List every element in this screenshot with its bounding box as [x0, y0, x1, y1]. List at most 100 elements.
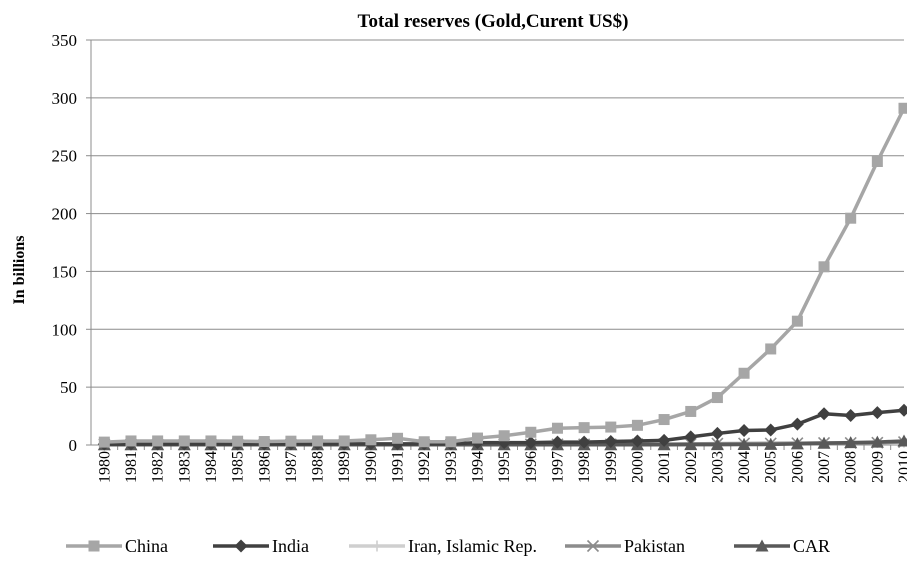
- x-tick-label: 1989: [336, 451, 353, 483]
- y-tick-labels: 0 50 100 150 200 250 300 350: [52, 31, 78, 455]
- data-point-india: [684, 430, 698, 444]
- data-point-car: [870, 435, 884, 448]
- series-layer: [97, 102, 907, 451]
- y-tick-label: 0: [69, 436, 78, 455]
- legend-marker-china: [88, 540, 100, 552]
- data-point-china: [232, 435, 244, 447]
- data-point-china: [152, 435, 164, 447]
- data-point-india: [550, 435, 564, 449]
- data-point-india: [870, 406, 884, 420]
- data-point-china: [178, 435, 190, 447]
- x-tick-label: 1985: [230, 451, 247, 483]
- x-tick-label: 2008: [843, 451, 860, 483]
- data-point-china: [578, 422, 590, 434]
- x-tick-label: 1996: [523, 451, 540, 483]
- data-point-china: [871, 156, 883, 167]
- x-tick-label: 1986: [256, 451, 273, 483]
- data-point-china: [205, 435, 217, 447]
- y-tick-label: 300: [52, 89, 78, 108]
- series-line-china: [104, 107, 906, 444]
- legend-marker-car: [755, 539, 769, 552]
- x-tick-labels: 1980 1981 1982 1983 1984 1985 1986 1987 1988 1989…: [96, 451, 907, 483]
- data-point-china: [631, 419, 643, 431]
- y-tick-label: 100: [52, 320, 78, 339]
- data-point-car: [844, 436, 858, 449]
- data-point-india: [577, 435, 591, 449]
- legend-marker-iran-islamic-rep: [371, 540, 383, 552]
- legend-item-iran-islamic-rep: Iran, Islamic Rep.: [349, 536, 537, 556]
- data-point-china: [818, 261, 830, 273]
- x-tick-label: 2002: [683, 451, 700, 483]
- series-china: [98, 102, 907, 448]
- data-point-india: [657, 433, 671, 447]
- x-tick-label: 1984: [203, 451, 220, 483]
- x-tick-label: 1999: [603, 451, 620, 483]
- x-tick-label: 1982: [150, 451, 167, 483]
- x-tick-label: 2001: [656, 451, 673, 483]
- x-tick-label: 1994: [470, 451, 487, 483]
- x-tick-label: 1988: [310, 451, 327, 483]
- data-point-india: [844, 408, 858, 422]
- data-point-china: [765, 343, 777, 355]
- x-tick-label: 1998: [576, 451, 593, 483]
- data-point-china: [738, 367, 750, 379]
- data-point-india: [710, 426, 724, 440]
- y-tick-label: 350: [52, 31, 78, 50]
- data-point-car: [710, 438, 724, 451]
- data-point-car: [897, 434, 907, 447]
- data-point-china: [125, 435, 137, 447]
- data-point-china: [525, 426, 537, 438]
- data-point-china: [472, 432, 484, 444]
- data-point-car: [684, 438, 698, 451]
- x-tick-label: 2007: [816, 451, 833, 483]
- y-axis-label: In billions: [11, 236, 28, 305]
- legend-marker-pakistan: [586, 539, 600, 553]
- x-tick-label: 2003: [709, 451, 726, 483]
- x-tick-label: 2006: [789, 451, 806, 483]
- grid-lines: [91, 39, 904, 446]
- data-point-china: [365, 434, 377, 446]
- data-point-india: [764, 423, 778, 437]
- x-tick-label: 1991: [390, 451, 407, 483]
- legend-label-india: India: [272, 536, 309, 556]
- data-point-china: [711, 392, 723, 404]
- data-point-india: [817, 407, 831, 421]
- data-point-india: [897, 403, 907, 417]
- x-tick-label: 2005: [763, 451, 780, 483]
- data-point-china: [418, 436, 430, 448]
- data-point-china: [845, 212, 857, 224]
- data-point-car: [817, 436, 831, 449]
- x-tick-label: 2004: [736, 451, 753, 483]
- legend-item-car: CAR: [734, 536, 830, 556]
- x-tick-label: 2010: [896, 451, 907, 483]
- legend-label-pakistan: Pakistan: [624, 536, 685, 556]
- data-point-china: [658, 414, 670, 426]
- data-point-china: [685, 405, 697, 417]
- x-tick-label: 1993: [443, 451, 460, 483]
- legend-label-iran-islamic-rep: Iran, Islamic Rep.: [408, 536, 537, 556]
- data-point-india: [524, 436, 538, 450]
- legend-item-india: India: [213, 536, 309, 556]
- x-tick-label: 1990: [363, 451, 380, 483]
- data-point-china: [312, 435, 324, 447]
- data-point-car: [790, 437, 804, 450]
- y-tick-label: 150: [52, 262, 78, 281]
- data-point-india: [790, 417, 804, 431]
- data-point-india: [604, 435, 618, 449]
- legend-marker-india: [234, 539, 248, 553]
- data-point-china: [498, 430, 510, 442]
- data-point-china: [258, 436, 270, 448]
- data-point-china: [98, 436, 110, 448]
- axes: [86, 39, 904, 450]
- x-tick-label: 2009: [869, 451, 886, 483]
- data-point-car: [737, 438, 751, 451]
- legend-item-pakistan: Pakistan: [565, 536, 685, 556]
- data-point-china: [445, 436, 457, 448]
- y-tick-label: 250: [52, 147, 78, 166]
- legend-label-car: CAR: [793, 536, 830, 556]
- x-tick-label: 1992: [416, 451, 433, 483]
- legend-label-china: China: [125, 536, 168, 556]
- data-point-china: [605, 421, 617, 433]
- x-tick-label: 1983: [176, 451, 193, 483]
